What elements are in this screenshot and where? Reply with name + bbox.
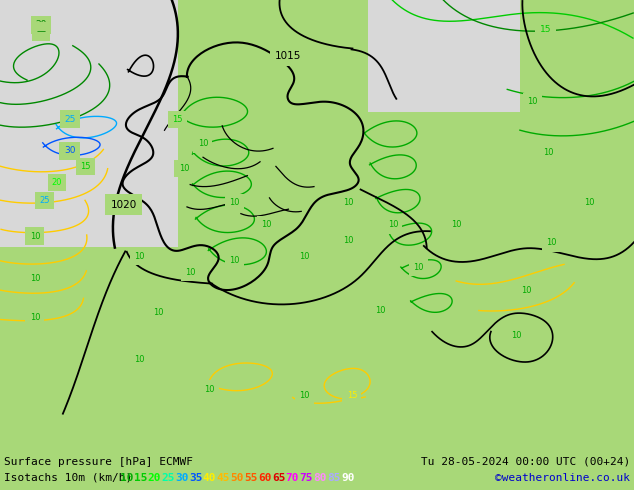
Text: 30: 30 xyxy=(175,472,189,483)
Text: 45: 45 xyxy=(217,472,230,483)
Text: 10: 10 xyxy=(30,232,40,241)
Text: 10: 10 xyxy=(299,392,309,400)
Bar xyxy=(368,0,520,113)
Text: 10: 10 xyxy=(120,472,134,483)
Text: 10: 10 xyxy=(261,220,271,229)
Text: 25: 25 xyxy=(39,196,49,205)
Text: 10: 10 xyxy=(375,306,385,315)
Text: 25: 25 xyxy=(64,115,75,123)
Text: Surface pressure [hPa] ECMWF: Surface pressure [hPa] ECMWF xyxy=(4,457,193,467)
Text: 10: 10 xyxy=(134,252,145,261)
Text: 10: 10 xyxy=(512,331,522,340)
Text: 10: 10 xyxy=(451,220,462,229)
Text: 15: 15 xyxy=(81,162,91,171)
Text: 10: 10 xyxy=(547,239,557,247)
Text: 40: 40 xyxy=(203,472,216,483)
Text: 80: 80 xyxy=(313,472,327,483)
Text: 10: 10 xyxy=(204,385,214,393)
Text: 10: 10 xyxy=(230,256,240,266)
Text: 1015: 1015 xyxy=(275,51,302,61)
Text: 10: 10 xyxy=(185,268,195,277)
Text: 90: 90 xyxy=(341,472,354,483)
Text: 10: 10 xyxy=(198,140,208,148)
Text: 30: 30 xyxy=(64,146,75,155)
Text: 10: 10 xyxy=(344,198,354,207)
Text: 10: 10 xyxy=(230,198,240,207)
Text: 20: 20 xyxy=(36,20,47,29)
Text: 10: 10 xyxy=(30,274,40,283)
Text: ©weatheronline.co.uk: ©weatheronline.co.uk xyxy=(495,472,630,483)
Text: 55: 55 xyxy=(244,472,258,483)
Text: 10: 10 xyxy=(521,286,531,294)
Text: 20: 20 xyxy=(52,178,62,187)
Text: 35: 35 xyxy=(189,472,203,483)
Text: 10: 10 xyxy=(344,236,354,245)
Text: 1020: 1020 xyxy=(110,199,137,210)
Text: 15: 15 xyxy=(172,115,183,123)
Text: 75: 75 xyxy=(299,472,313,483)
Text: 10: 10 xyxy=(388,220,398,229)
Text: 85: 85 xyxy=(327,472,340,483)
Text: 10: 10 xyxy=(585,198,595,207)
Text: 10: 10 xyxy=(527,97,538,106)
Text: 15: 15 xyxy=(347,392,357,400)
Text: 10: 10 xyxy=(543,148,553,157)
Text: 10: 10 xyxy=(179,164,189,173)
Text: 10: 10 xyxy=(134,355,145,365)
Text: 60: 60 xyxy=(258,472,271,483)
Text: 20: 20 xyxy=(148,472,161,483)
Text: 70: 70 xyxy=(286,472,299,483)
Text: Tu 28-05-2024 00:00 UTC (00+24): Tu 28-05-2024 00:00 UTC (00+24) xyxy=(421,457,630,467)
Text: —: — xyxy=(37,27,46,36)
Text: 65: 65 xyxy=(272,472,285,483)
Text: 25: 25 xyxy=(162,472,175,483)
Text: 50: 50 xyxy=(231,472,244,483)
Text: Isotachs 10m (km/h): Isotachs 10m (km/h) xyxy=(4,472,133,483)
Text: 10: 10 xyxy=(30,313,40,321)
Text: 10: 10 xyxy=(299,252,309,261)
Text: 10: 10 xyxy=(153,308,164,317)
Text: 15: 15 xyxy=(134,472,147,483)
Bar xyxy=(0,0,178,247)
Text: 15: 15 xyxy=(540,24,551,34)
Text: 10: 10 xyxy=(413,263,424,272)
